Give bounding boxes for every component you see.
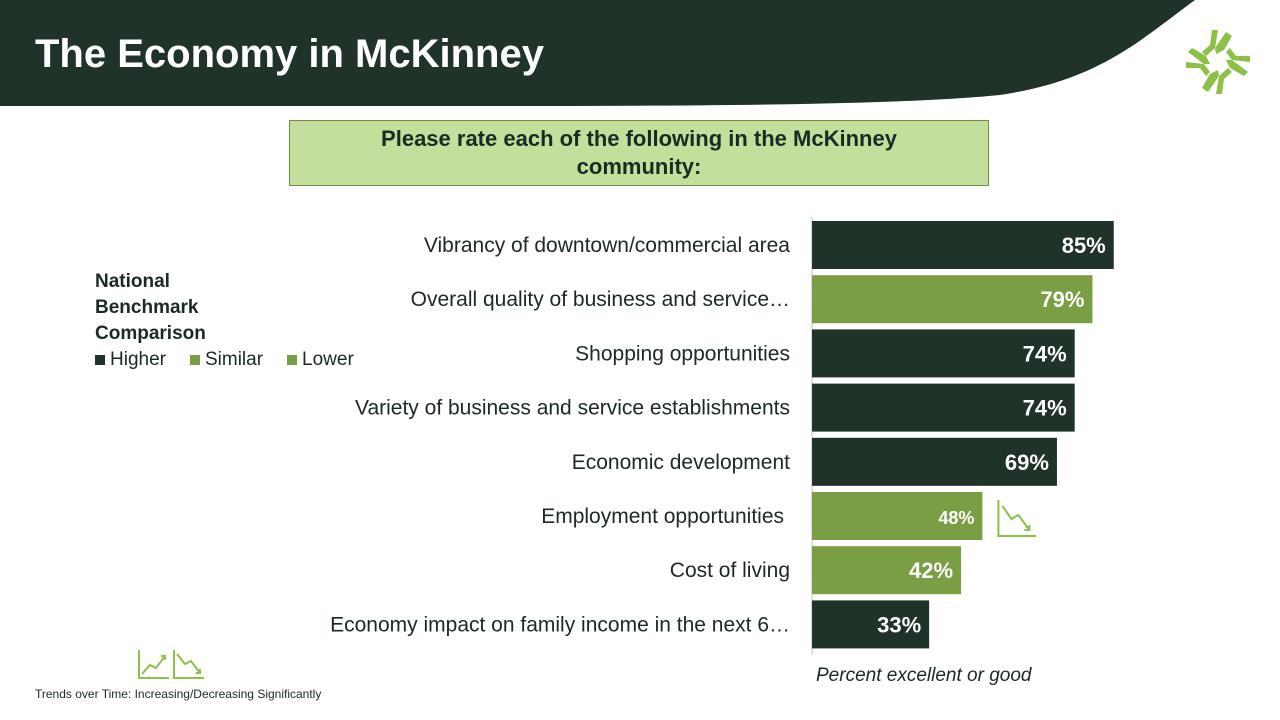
bar [812, 275, 1093, 324]
bar [812, 329, 1075, 378]
legend-label-higher: Higher [110, 349, 166, 370]
category-label: Cost of living [670, 559, 790, 582]
bar [812, 600, 930, 649]
page-title: The Economy in McKinney [35, 32, 544, 76]
legend-item-lower: Lower [287, 349, 354, 371]
legend-item-similar: Similar [189, 349, 264, 371]
category-label: Employment opportunities [541, 505, 784, 528]
bar [812, 546, 962, 595]
bar [812, 437, 1057, 486]
trend-increasing-icon [138, 650, 169, 679]
question-text: Please rate each of the following in the… [381, 126, 897, 179]
category-label: Economy impact on family income in the n… [330, 613, 790, 636]
category-label: Vibrancy of downtown/commercial area [424, 234, 790, 257]
category-label: Shopping opportunities [575, 342, 790, 365]
question-box: Please rate each of the following in the… [289, 120, 989, 186]
legend-item-higher: Higher [95, 349, 166, 371]
bar-value-label: 48% [938, 508, 974, 528]
bar-value-label: 79% [1040, 287, 1084, 312]
header-band [0, 0, 1195, 106]
legend-swatch-lower [287, 355, 298, 365]
legend-swatch-higher [95, 355, 105, 365]
legend: Higher Similar Lower [95, 349, 354, 371]
legend-title: National Benchmark Comparison [95, 271, 206, 344]
bar-value-label: 69% [1005, 450, 1049, 475]
category-label: Economic development [572, 451, 790, 474]
bar-value-label: 85% [1062, 233, 1106, 258]
bar [812, 221, 1114, 269]
bar-value-label: 42% [909, 558, 953, 583]
logo-icon [1186, 30, 1250, 94]
bar [812, 492, 983, 540]
trend-note: Trends over Time: Increasing/Decreasing … [35, 687, 322, 701]
trend-legend-icons [138, 650, 204, 679]
trend-decreasing-icon [997, 500, 1037, 537]
category-label: Variety of business and service establis… [355, 397, 790, 420]
legend-label-lower: Lower [302, 349, 354, 370]
bar [812, 383, 1075, 432]
bar-value-label: 74% [1023, 396, 1067, 421]
bar-value-label: 74% [1023, 341, 1067, 366]
category-label: Overall quality of business and service… [411, 288, 790, 311]
legend-label-similar: Similar [204, 349, 264, 370]
bar-value-label: 33% [877, 612, 921, 637]
trend-decreasing-icon [173, 650, 204, 679]
legend-swatch-similar [189, 355, 200, 365]
axis-caption: Percent excellent or good [816, 665, 1032, 686]
